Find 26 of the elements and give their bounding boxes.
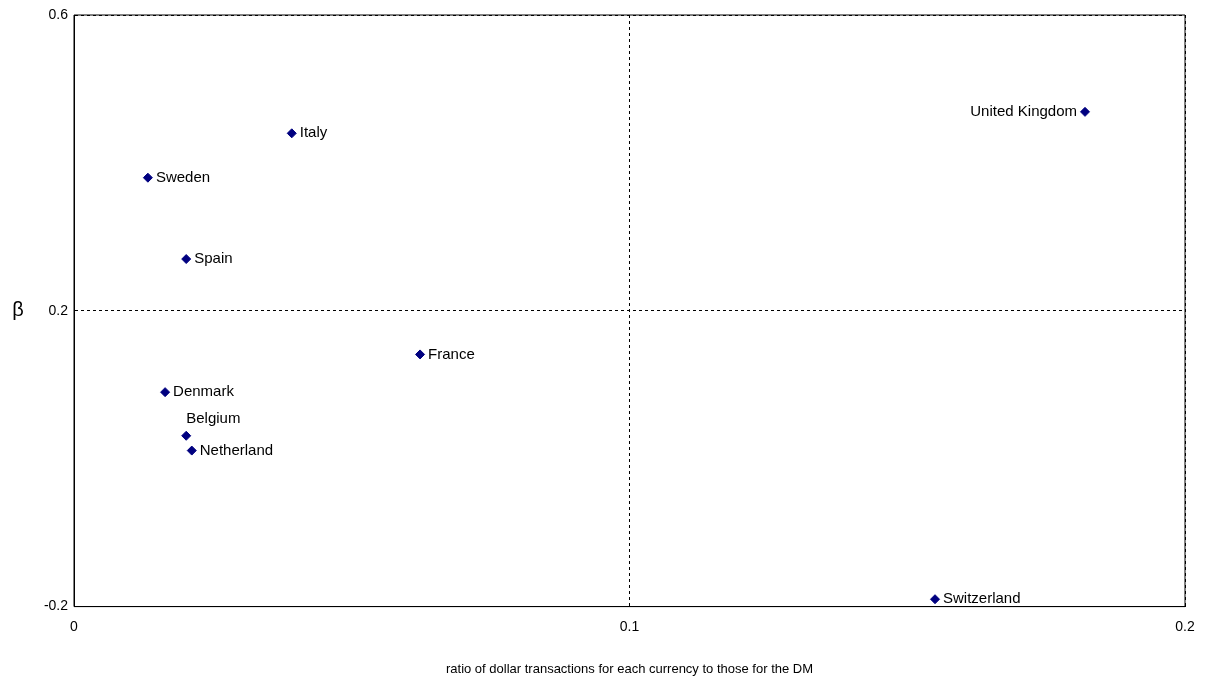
point [186,445,197,456]
y-tick-label: 0.6 [48,5,69,22]
point [286,128,297,139]
y-tick-label: -0.2 [43,597,69,614]
point [181,430,192,441]
point [142,172,153,183]
annotation: Netherland [199,440,274,458]
point [1080,106,1091,117]
point [181,254,192,265]
y-axis-title: β [12,298,24,321]
annotation: Spain [194,249,233,267]
x-tick-label: 0 [70,617,79,634]
x-tick-label: 0.2 [1175,617,1195,634]
annotation: Belgium [186,408,241,426]
point [930,594,941,605]
annotation: France [428,344,475,362]
x-tick-label: 0.1 [619,617,640,634]
annotation: Italy [299,123,328,141]
y-tick-label: 0.2 [48,301,69,318]
annotation: Switzerland [943,589,1021,607]
annotation: Sweden [155,167,211,185]
point [160,387,171,398]
annotation: Denmark [173,382,235,400]
point [415,349,426,360]
annotation: United Kingdom [970,102,1078,120]
x-axis-title: ratio of dollar transactions for each currency to those for the DM [445,660,814,676]
